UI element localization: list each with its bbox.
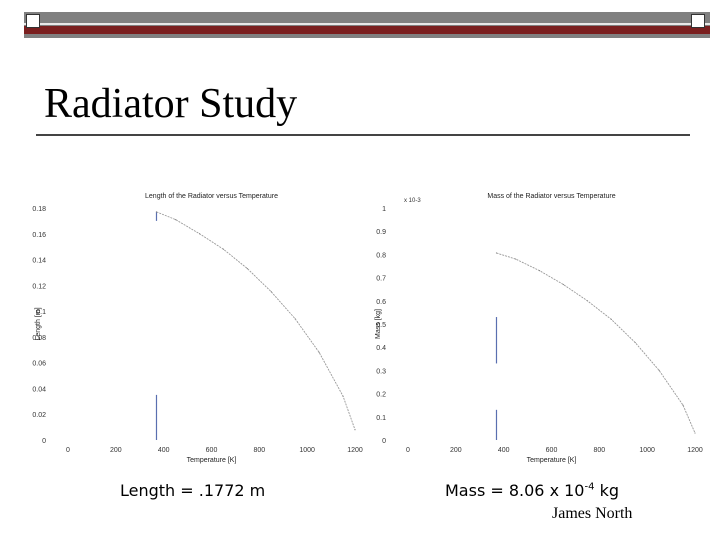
data-point <box>318 351 320 353</box>
data-point <box>155 211 158 213</box>
checkbox-icon <box>691 14 705 28</box>
length-caption: Length = .1772 m <box>120 481 266 500</box>
data-series-line <box>156 211 356 430</box>
slide-header-bar <box>24 12 710 38</box>
data-point <box>562 283 565 286</box>
data-point <box>175 219 177 221</box>
data-point <box>610 318 612 320</box>
data-point <box>270 291 272 293</box>
y-tick-label: 0.9 <box>376 229 386 236</box>
y-tick-label: 0.5 <box>376 322 386 329</box>
y-tick-label: 0.18 <box>32 206 46 213</box>
x-tick-label: 600 <box>206 447 218 454</box>
y-axis-label: Length [m] <box>35 307 42 340</box>
y-axis-multiplier: x 10-3 <box>404 198 421 204</box>
x-tick-label: 200 <box>450 447 462 454</box>
x-tick-label: 600 <box>546 447 558 454</box>
y-tick-label: 0.04 <box>32 386 46 393</box>
y-tick-label: 0.8 <box>376 252 386 259</box>
checkbox-icon <box>26 14 40 28</box>
chart-title: Length of the Radiator versus Temperatur… <box>145 193 278 200</box>
y-tick-label: 0.1 <box>376 415 386 422</box>
y-tick-label: 0 <box>382 438 386 445</box>
data-point <box>294 318 296 320</box>
x-tick-label: 1200 <box>347 447 363 454</box>
data-point <box>354 429 356 431</box>
data-point <box>198 233 201 235</box>
y-tick-label: 0.14 <box>32 258 46 265</box>
chart-title: Mass of the Radiator versus Temperature <box>487 193 615 200</box>
data-point <box>538 270 541 272</box>
title-underline <box>36 134 690 136</box>
slide-title: Radiator Study <box>44 81 298 127</box>
x-tick-label: 0 <box>66 447 70 454</box>
y-axis-label: Mass [kg] <box>375 309 382 339</box>
mass-caption-unit: kg <box>599 481 619 500</box>
data-point <box>342 395 344 397</box>
x-tick-label: 1000 <box>299 447 315 454</box>
y-tick-label: 0.08 <box>32 335 46 342</box>
y-tick-label: 0.7 <box>376 276 386 283</box>
data-point <box>495 252 498 254</box>
y-tick-label: 0.1 <box>36 309 46 316</box>
x-tick-label: 800 <box>253 447 265 454</box>
y-tick-label: 0.06 <box>32 361 46 368</box>
header-accent-band <box>24 26 710 34</box>
author-name: James North <box>552 505 633 522</box>
y-tick-label: 0.2 <box>376 392 386 399</box>
y-tick-label: 0.16 <box>32 232 46 239</box>
x-tick-label: 400 <box>158 447 170 454</box>
y-tick-label: 0.6 <box>376 299 386 306</box>
data-point <box>682 404 684 406</box>
x-tick-label: 0 <box>406 447 410 454</box>
data-series-line <box>496 252 696 434</box>
data-point <box>515 258 517 260</box>
mass-vs-temperature-chart: Mass of the Radiator versus Temperature 0… <box>375 193 703 464</box>
data-point <box>246 267 248 270</box>
x-tick-label: 200 <box>110 447 122 454</box>
mass-caption: Mass = 8.06 x 10-4 kg <box>445 481 619 500</box>
y-tick-label: 1 <box>382 206 386 213</box>
x-tick-label: 800 <box>593 447 605 454</box>
data-point <box>694 432 696 434</box>
header-divider <box>24 23 710 25</box>
y-tick-label: 0.4 <box>376 345 386 352</box>
data-point <box>222 248 225 250</box>
mass-caption-exponent: -4 <box>584 481 595 493</box>
y-tick-label: 0.3 <box>376 368 386 375</box>
data-point <box>586 300 588 302</box>
y-tick-label: 0 <box>42 438 46 445</box>
data-point <box>658 369 660 371</box>
x-tick-label: 1200 <box>687 447 703 454</box>
data-point <box>634 341 636 344</box>
x-tick-label: 400 <box>498 447 510 454</box>
x-axis-label: Temperature [K] <box>187 457 237 464</box>
y-tick-label: 0.12 <box>32 283 46 290</box>
x-tick-label: 1000 <box>639 447 655 454</box>
y-tick-label: 0.02 <box>32 412 46 419</box>
x-axis-label: Temperature [K] <box>527 457 577 464</box>
length-vs-temperature-chart: Length of the Radiator versus Temperatur… <box>32 193 363 464</box>
mass-caption-prefix: Mass = 8.06 x 10 <box>445 481 585 500</box>
